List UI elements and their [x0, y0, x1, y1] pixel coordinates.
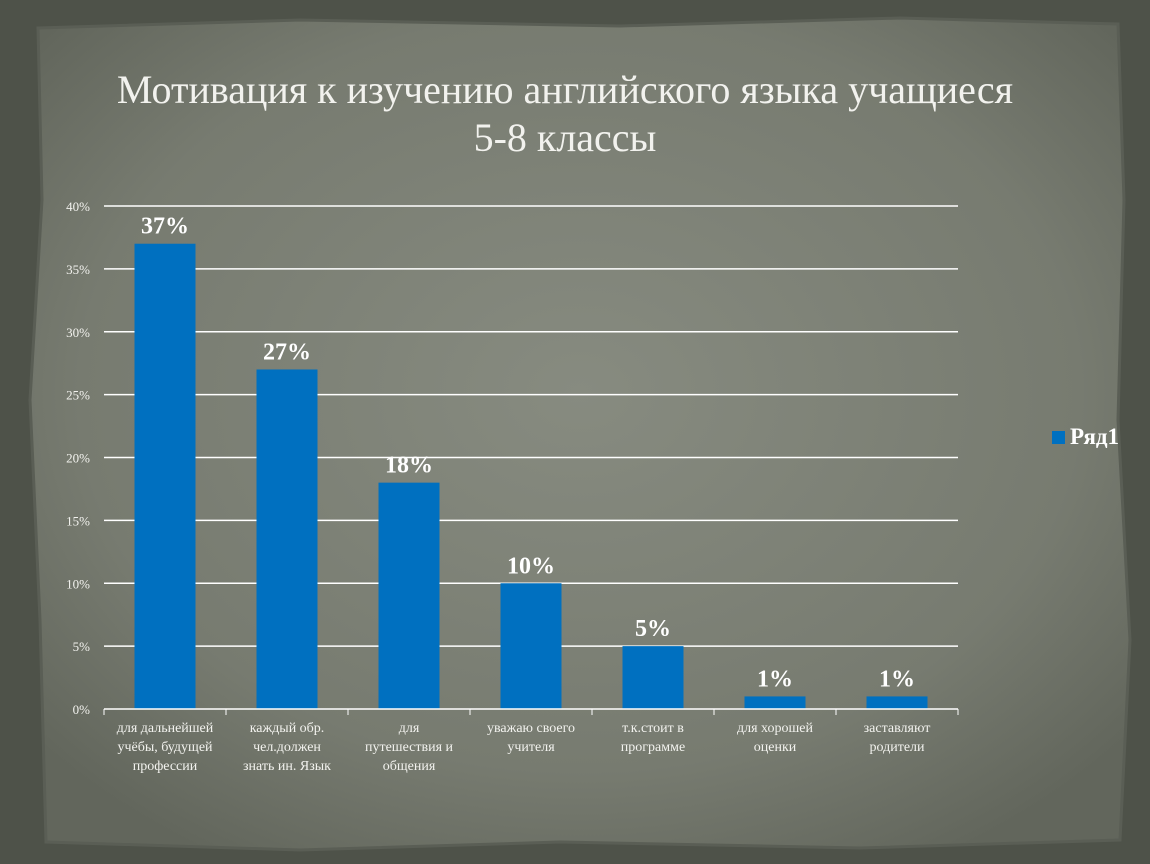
y-tick-label: 10%: [66, 576, 90, 591]
x-category-line: родители: [869, 740, 925, 755]
bar: [378, 482, 440, 709]
data-label: 37%: [141, 214, 189, 240]
x-category-line: общения: [383, 759, 436, 774]
data-label: 1%: [879, 666, 915, 692]
x-category-line: знать ин. Язык: [243, 759, 331, 774]
x-category-line: для хорошей: [737, 721, 814, 736]
bar: [256, 369, 318, 709]
x-category-line: для дальнейшей: [117, 721, 214, 736]
data-label: 10%: [507, 553, 555, 579]
data-label: 1%: [757, 666, 793, 692]
x-category-line: профессии: [133, 759, 198, 774]
data-label: 27%: [263, 339, 311, 365]
x-category-line: каждый обр.: [250, 721, 325, 736]
x-category-line: путешествия и: [365, 740, 454, 755]
x-category-label: т.к.стоит в программе: [621, 721, 685, 755]
data-labels: 37% 27% 18% 10% 5% 1% 1%: [141, 214, 915, 693]
legend-label: Ряд1: [1070, 424, 1120, 449]
x-category-label: для путешествия и общения: [365, 721, 454, 774]
y-tick-label: 15%: [66, 513, 90, 528]
x-category-line: т.к.стоит в: [622, 721, 684, 736]
y-tick-label: 30%: [66, 325, 90, 340]
x-category-line: учёбы, будущей: [117, 740, 213, 755]
bar: [866, 696, 928, 709]
legend-swatch: [1052, 430, 1065, 444]
y-tick-label: 5%: [73, 639, 91, 654]
y-tick-label: 20%: [66, 451, 90, 466]
x-category-line: программе: [621, 740, 685, 755]
x-category-line: заставляют: [864, 721, 931, 736]
x-category-line: чел.должен: [253, 740, 321, 755]
data-label: 5%: [635, 616, 671, 642]
x-category-label: уважаю своего учителя: [487, 721, 575, 755]
gridlines: [104, 205, 958, 647]
x-category-label: каждый обр. чел.должен знать ин. Язык: [243, 721, 331, 774]
bar: [622, 646, 684, 709]
slide-title: Мотивация к изучению английского языка у…: [40, 66, 1090, 162]
y-tick-label: 0%: [73, 702, 91, 717]
x-category-label: заставляют родители: [864, 721, 931, 755]
bars: [134, 243, 928, 709]
bar: [500, 583, 562, 709]
y-tick-label: 40%: [66, 199, 90, 214]
y-axis-ticks: 0% 5% 10% 15% 20% 25% 30% 35% 40%: [66, 199, 90, 717]
x-category-label: для хорошей оценки: [737, 721, 814, 755]
title-line-2: 5-8 классы: [473, 115, 657, 160]
x-category-line: уважаю своего: [487, 721, 575, 736]
bar: [134, 243, 196, 709]
x-category-label: для дальнейшей учёбы, будущей профессии: [117, 721, 214, 774]
data-label: 18%: [385, 453, 433, 479]
y-tick-label: 25%: [66, 388, 90, 403]
bar: [744, 696, 806, 709]
y-tick-label: 35%: [66, 262, 90, 277]
x-category-line: учителя: [507, 740, 555, 755]
x-category-line: для: [399, 721, 420, 736]
title-line-1: Мотивация к изучению английского языка у…: [116, 67, 1014, 112]
legend: Ряд1: [1052, 424, 1119, 450]
x-category-line: оценки: [754, 740, 797, 755]
x-axis-labels: для дальнейшей учёбы, будущей профессии каж…: [103, 709, 959, 774]
